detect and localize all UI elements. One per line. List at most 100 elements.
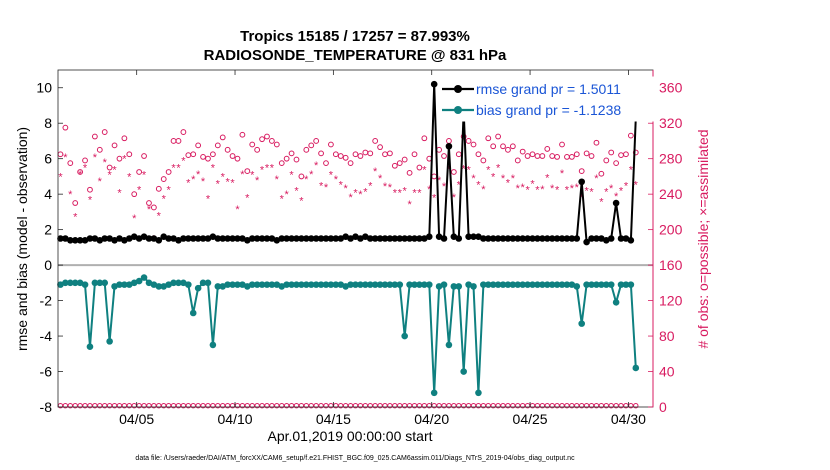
obs-possible-marker	[234, 155, 241, 162]
obs-possible-marker	[244, 168, 251, 175]
obs-assimilated-marker: *	[535, 185, 540, 197]
bias-marker	[514, 281, 522, 288]
obs-zero-possible-marker	[490, 402, 496, 409]
obs-possible-marker	[249, 141, 256, 148]
obs-possible-marker	[573, 151, 580, 158]
rmse-marker	[612, 199, 620, 207]
obs-assimilated-marker: *	[117, 187, 122, 199]
obs-zero-possible-marker	[259, 402, 265, 409]
obs-assimilated-marker: *	[196, 169, 201, 181]
series-lines-layer	[57, 80, 640, 397]
bias-marker	[553, 281, 561, 288]
bias-marker	[194, 284, 202, 292]
obs-possible-marker	[106, 164, 113, 171]
obs-zero-possible-marker	[342, 402, 349, 409]
obs-zero-possible-marker	[534, 402, 541, 409]
bias-marker	[421, 281, 428, 288]
obs-possible-marker	[505, 146, 511, 153]
obs-zero-possible-marker	[519, 402, 526, 409]
footnote: data file: /Users/raeder/DAI/ATM_forcXX/…	[135, 455, 575, 462]
bias-marker	[504, 281, 512, 288]
bias-marker	[121, 281, 128, 288]
bias-marker	[519, 281, 526, 288]
obs-possible-marker	[514, 157, 521, 164]
obs-possible-marker	[62, 124, 69, 131]
obs-assimilated-marker: *	[521, 182, 526, 194]
obs-assimilated-marker: *	[525, 185, 530, 197]
obs-assimilated-marker: *	[289, 170, 294, 182]
obs-zero-possible-marker	[362, 402, 369, 409]
obs-possible-marker	[165, 169, 172, 175]
obs-possible-marker	[623, 151, 629, 158]
bias-marker	[204, 279, 212, 287]
obs-assimilated-marker: *	[383, 181, 388, 193]
obs-assimilated-marker: *	[594, 173, 599, 185]
obs-zero-possible-marker	[608, 402, 614, 409]
obs-possible-marker	[283, 155, 290, 162]
obs-assimilated-marker: *	[476, 179, 481, 191]
obs-assimilated-marker: *	[422, 164, 427, 176]
rmse-marker	[489, 235, 497, 242]
obs-assimilated-marker: *	[388, 182, 393, 194]
obs-assimilated-marker: *	[98, 176, 103, 188]
obs-zero-possible-marker	[387, 402, 393, 409]
obs-possible-marker	[470, 141, 477, 148]
obs-zero-possible-marker	[465, 402, 472, 409]
obs-assimilated-marker: *	[260, 164, 265, 176]
legend: rmse grand pr = 1.5011 bias grand pr = -…	[439, 76, 654, 122]
obs-zero-possible-marker	[298, 402, 305, 409]
bias-marker	[386, 281, 394, 288]
rmse-marker	[440, 235, 448, 242]
bias-marker	[460, 368, 467, 375]
bias-marker	[298, 281, 305, 288]
obs-assimilated-marker: *	[584, 186, 589, 198]
obs-possible-marker	[554, 154, 561, 160]
bias-marker	[253, 281, 261, 288]
obs-assimilated-marker: *	[486, 164, 491, 176]
obs-possible-marker	[387, 150, 393, 157]
obs-possible-marker	[116, 155, 123, 162]
obs-assimilated-marker: *	[285, 189, 290, 201]
obs-assimilated-marker: *	[157, 210, 162, 222]
rmse-marker	[553, 235, 561, 242]
legend-rmse-label: rmse grand pr = 1.5011	[476, 81, 621, 97]
bias-marker	[66, 279, 74, 287]
rmse-marker	[253, 235, 261, 242]
obs-zero-possible-marker	[87, 402, 93, 409]
obs-possible-marker	[308, 142, 315, 149]
rmse-marker	[332, 235, 340, 242]
obs-assimilated-marker: *	[171, 163, 176, 175]
obs-assimilated-marker: *	[417, 187, 422, 199]
obs-zero-possible-marker	[510, 402, 516, 409]
bias-marker	[327, 281, 335, 288]
obs-zero-possible-marker	[97, 402, 103, 409]
bias-marker	[534, 281, 541, 288]
obs-possible-marker	[588, 153, 595, 159]
rmse-marker	[312, 235, 320, 242]
obs-assimilated-marker: *	[142, 170, 147, 182]
bias-marker	[499, 281, 507, 288]
bias-marker	[81, 281, 89, 288]
rmse-marker	[480, 235, 487, 242]
bias-marker	[307, 281, 315, 288]
obs-assimilated-marker: *	[363, 186, 368, 198]
obs-zero-possible-marker	[583, 402, 590, 409]
bias-marker	[401, 332, 408, 340]
obs-assimilated-marker: *	[58, 171, 63, 183]
bias-marker	[293, 281, 300, 288]
bias-marker	[573, 283, 581, 290]
rmse-marker	[534, 235, 541, 242]
bias-marker	[357, 281, 364, 288]
obs-zero-possible-marker	[382, 402, 388, 409]
bias-marker	[317, 281, 325, 288]
bias-marker	[268, 281, 276, 288]
obs-assimilated-marker: *	[560, 168, 565, 180]
obs-assimilated-marker: *	[63, 152, 68, 164]
obs-possible-marker	[632, 149, 639, 156]
obs-possible-marker	[608, 149, 615, 156]
rmse-marker	[539, 235, 546, 242]
obs-possible-marker	[391, 162, 398, 169]
obs-zero-possible-marker	[254, 402, 260, 409]
obs-assimilated-marker: *	[516, 183, 521, 195]
bias-marker	[189, 309, 197, 317]
